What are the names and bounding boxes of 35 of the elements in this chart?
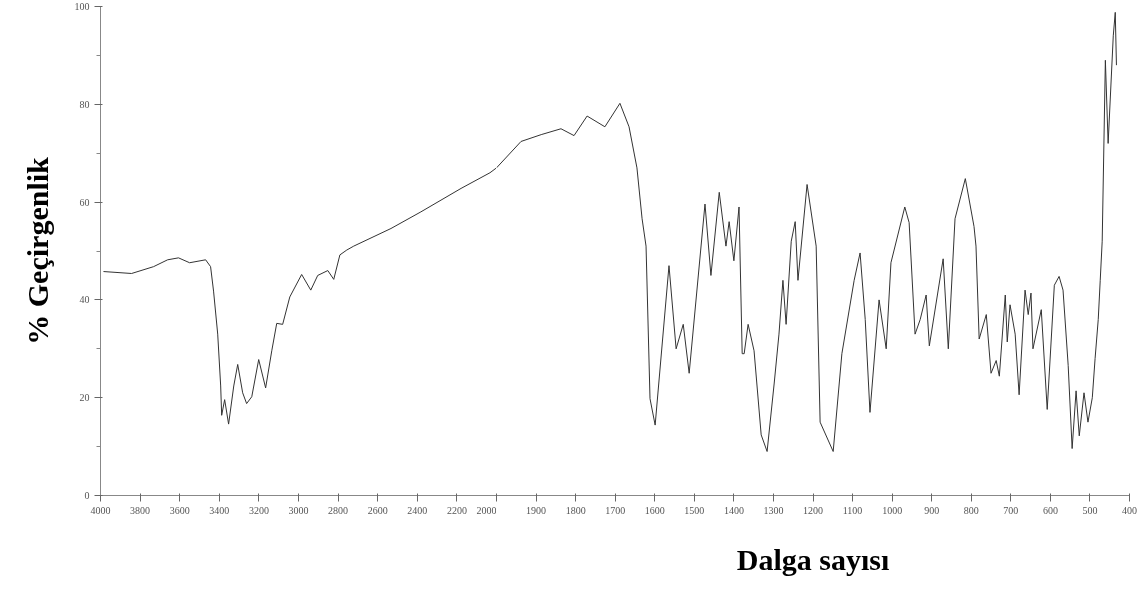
x-tick-label: 800 [963, 504, 979, 516]
x-tick-label: 3200 [248, 504, 269, 516]
x-tick-label: 500 [1082, 504, 1098, 516]
x-tick-label: 1500 [684, 504, 705, 516]
x-tick-label: 3800 [130, 504, 151, 516]
x-tick-label: 1100 [842, 504, 863, 516]
x-tick-label: 1300 [763, 504, 784, 516]
x-tick-label: 400 [1122, 504, 1137, 516]
x-tick-label: 1900 [526, 504, 547, 516]
x-tick-label: 1800 [565, 504, 586, 516]
x-axis-title: Dalga sayısı [736, 542, 890, 576]
x-tick-label: 1200 [803, 504, 823, 516]
y-tick-label: 0 [84, 490, 90, 501]
y-tick-label: 60 [79, 196, 90, 208]
y-axis-title: % Geçirgenlik [20, 156, 54, 345]
x-tick-label: 700 [1003, 504, 1019, 516]
x-tick-label: 3000 [288, 504, 309, 516]
x-tick-label: 600 [1042, 504, 1058, 516]
x-tick-label: 1000 [882, 504, 903, 516]
y-tick-label: 40 [79, 294, 90, 306]
x-tick-label: 4000 [90, 504, 111, 516]
x-tick-label: 1600 [644, 504, 665, 516]
x-tick-label: 2400 [407, 504, 428, 516]
x-tick-label: 900 [924, 504, 940, 516]
x-tick-label: 2800 [328, 504, 349, 516]
x-tick-label: 3400 [209, 504, 230, 516]
y-tick-label: 100 [74, 1, 90, 12]
x-tick-label: 2000 [476, 504, 497, 516]
x-tick-label: 1400 [723, 504, 744, 516]
x-tick-label: 3600 [169, 504, 190, 516]
y-tick-label: 80 [79, 98, 90, 110]
x-tick-label: 2200 [446, 504, 467, 516]
x-tick-label: 1700 [605, 504, 626, 516]
x-tick-label: 2600 [367, 504, 388, 516]
y-tick-label: 20 [79, 392, 90, 404]
